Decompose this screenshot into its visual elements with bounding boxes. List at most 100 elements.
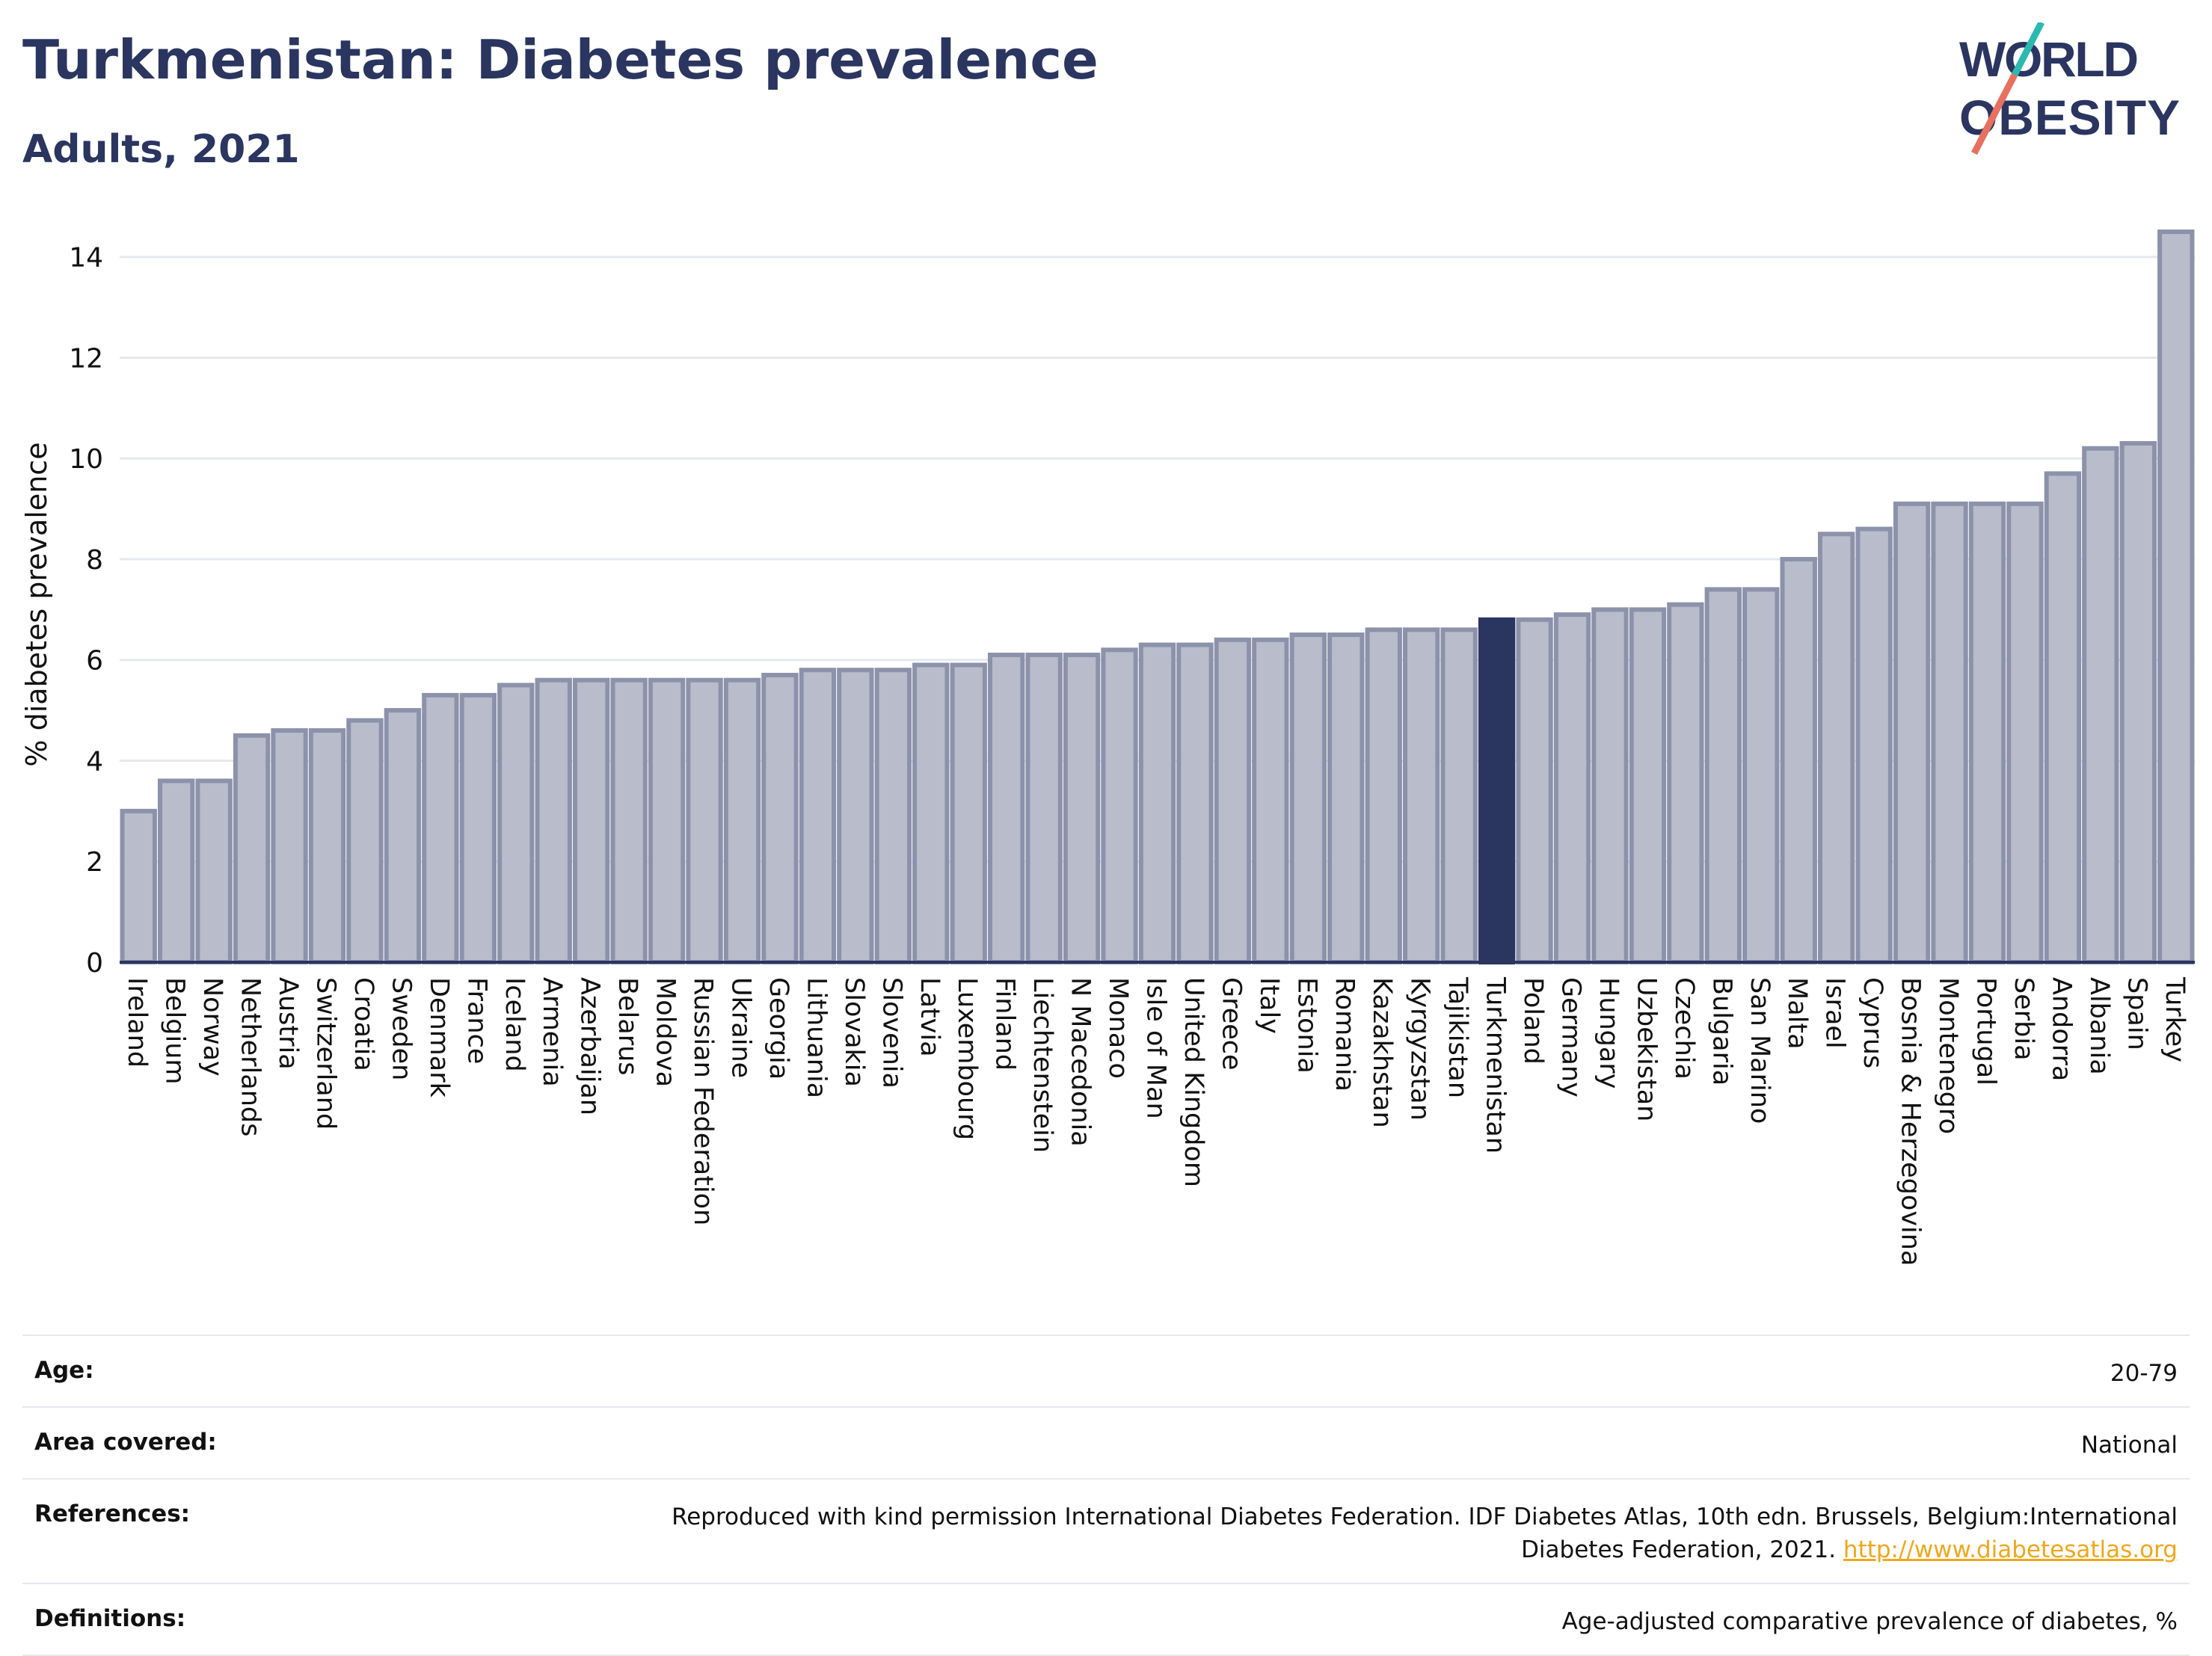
bar xyxy=(648,677,686,964)
meta-row-area: Area covered: National xyxy=(22,1406,2190,1478)
x-tick-label: Slovakia xyxy=(839,977,869,1087)
x-tick-label: Portugal xyxy=(1971,977,2001,1086)
bar xyxy=(459,692,497,964)
bar xyxy=(308,728,346,964)
definitions-label: Definitions: xyxy=(34,1605,186,1632)
x-tick-label: Norway xyxy=(197,977,227,1077)
x-tick-label: Ukraine xyxy=(726,977,756,1078)
meta-row-references: References: Reproduced with kind permiss… xyxy=(22,1478,2190,1583)
x-tick-label: Finland xyxy=(990,977,1020,1071)
bar-chart: 0 2 4 6 8 10 12 14 Ireland Belgium Norway Netherla… xyxy=(20,230,2195,1266)
x-tick-label: Liechtenstein xyxy=(1027,977,1057,1153)
definitions-value: Age-adjusted comparative prevalence of d… xyxy=(1561,1608,2178,1635)
y-tick-label: 12 xyxy=(69,343,103,374)
bar xyxy=(1553,612,1591,964)
age-label: Age: xyxy=(34,1357,94,1384)
bar xyxy=(1176,642,1214,964)
bar xyxy=(497,683,535,965)
x-tick-label: Montenegro xyxy=(1933,977,1963,1134)
x-tick-label: Albania xyxy=(2084,977,2114,1075)
x-tick-label: Croatia xyxy=(348,977,378,1071)
bar xyxy=(346,718,384,964)
metadata-table: Age: 20-79 Area covered: National Refere… xyxy=(22,1335,2190,1656)
bar xyxy=(572,677,610,964)
x-tick-label: Armenia xyxy=(537,977,567,1087)
x-tick-label: United Kingdom xyxy=(1179,977,1208,1187)
bar xyxy=(1101,647,1138,964)
references-text: Reproduced with kind permission Internat… xyxy=(672,1503,2178,1563)
bar xyxy=(1780,556,1817,964)
bar xyxy=(1968,501,2006,964)
x-tick-label: N Macedonia xyxy=(1066,977,1096,1147)
meta-row-age: Age: 20-79 xyxy=(22,1335,2190,1406)
bar xyxy=(987,652,1025,964)
bar xyxy=(799,668,837,964)
x-tick-label: Bosnia & Herzegovina xyxy=(1896,977,1926,1266)
bar xyxy=(422,692,459,964)
y-tick-label: 4 xyxy=(86,746,103,777)
bar xyxy=(1629,607,1667,965)
x-tick-label: Georgia xyxy=(764,977,793,1080)
x-tick-label: Greece xyxy=(1216,977,1246,1071)
x-tick-label: Russian Federation xyxy=(688,977,718,1225)
page-title: Turkmenistan: Diabetes prevalence xyxy=(22,28,1099,91)
x-tick-label: Belgium xyxy=(160,977,190,1085)
x-tick-label: Kazakhstan xyxy=(1367,977,1397,1128)
bar xyxy=(233,733,271,964)
x-tick-label: Iceland xyxy=(500,977,529,1072)
bar xyxy=(384,708,422,964)
x-tick-label: Uzbekistan xyxy=(1631,977,1661,1121)
x-tick-label: Malta xyxy=(1782,977,1812,1050)
references-label: References: xyxy=(34,1500,191,1527)
x-tick-label: Slovenia xyxy=(876,977,906,1089)
x-tick-label: France xyxy=(461,977,491,1064)
bar xyxy=(2082,446,2119,964)
x-tick-label: Estonia xyxy=(1291,977,1321,1074)
x-tick-label: Moldova xyxy=(651,977,681,1087)
x-tick-label: Romania xyxy=(1330,977,1360,1092)
bar xyxy=(1931,501,1968,964)
bar xyxy=(2044,471,2082,964)
y-axis-label: % diabetes prevalence xyxy=(20,442,53,766)
references-link[interactable]: http://www.diabetesatlas.org xyxy=(1843,1536,2178,1563)
area-label: Area covered: xyxy=(34,1429,217,1456)
references-value: Reproduced with kind permission Internat… xyxy=(607,1500,2178,1566)
bar xyxy=(874,668,912,964)
bar xyxy=(1402,627,1440,965)
x-tick-label: Turkmenistan xyxy=(1481,976,1511,1154)
bar xyxy=(2119,440,2157,964)
bar xyxy=(723,677,761,964)
bar xyxy=(157,778,195,964)
bar xyxy=(120,808,157,964)
bar xyxy=(1855,526,1893,964)
x-tick-label: Tajikistan xyxy=(1443,976,1472,1098)
x-tick-label: Ireland xyxy=(122,977,152,1068)
x-tick-label: Monaco xyxy=(1103,977,1133,1079)
x-tick-label: Lithuania xyxy=(801,977,831,1098)
x-tick-label: Netherlands xyxy=(236,977,265,1136)
x-tick-label: San Marino xyxy=(1745,977,1775,1124)
x-tick-label: Turkey xyxy=(2160,976,2190,1062)
bar xyxy=(1817,532,1855,964)
bar xyxy=(1289,632,1327,964)
x-tick-label: Andorra xyxy=(2046,977,2076,1081)
x-tick-label: Denmark xyxy=(424,977,454,1098)
x-axis-ticks: Ireland Belgium Norway Netherlands Austria Sw… xyxy=(122,976,2190,1266)
bar xyxy=(1025,652,1063,964)
y-tick-label: 8 xyxy=(86,545,103,576)
bar xyxy=(1667,602,1704,964)
y-axis-ticks: 0 2 4 6 8 10 12 14 xyxy=(69,243,103,979)
bar xyxy=(195,778,233,964)
x-tick-label: Germany xyxy=(1556,977,1586,1098)
bars xyxy=(120,230,2195,965)
bar xyxy=(1516,617,1553,964)
x-tick-label: Italy xyxy=(1254,977,1284,1034)
bar xyxy=(950,662,987,965)
bar xyxy=(1138,642,1176,964)
x-tick-label: Belarus xyxy=(612,977,642,1076)
bar xyxy=(912,662,950,965)
x-tick-label: Czechia xyxy=(1669,977,1699,1080)
bar xyxy=(1591,607,1629,965)
y-tick-label: 6 xyxy=(86,646,103,677)
bar xyxy=(271,728,308,964)
